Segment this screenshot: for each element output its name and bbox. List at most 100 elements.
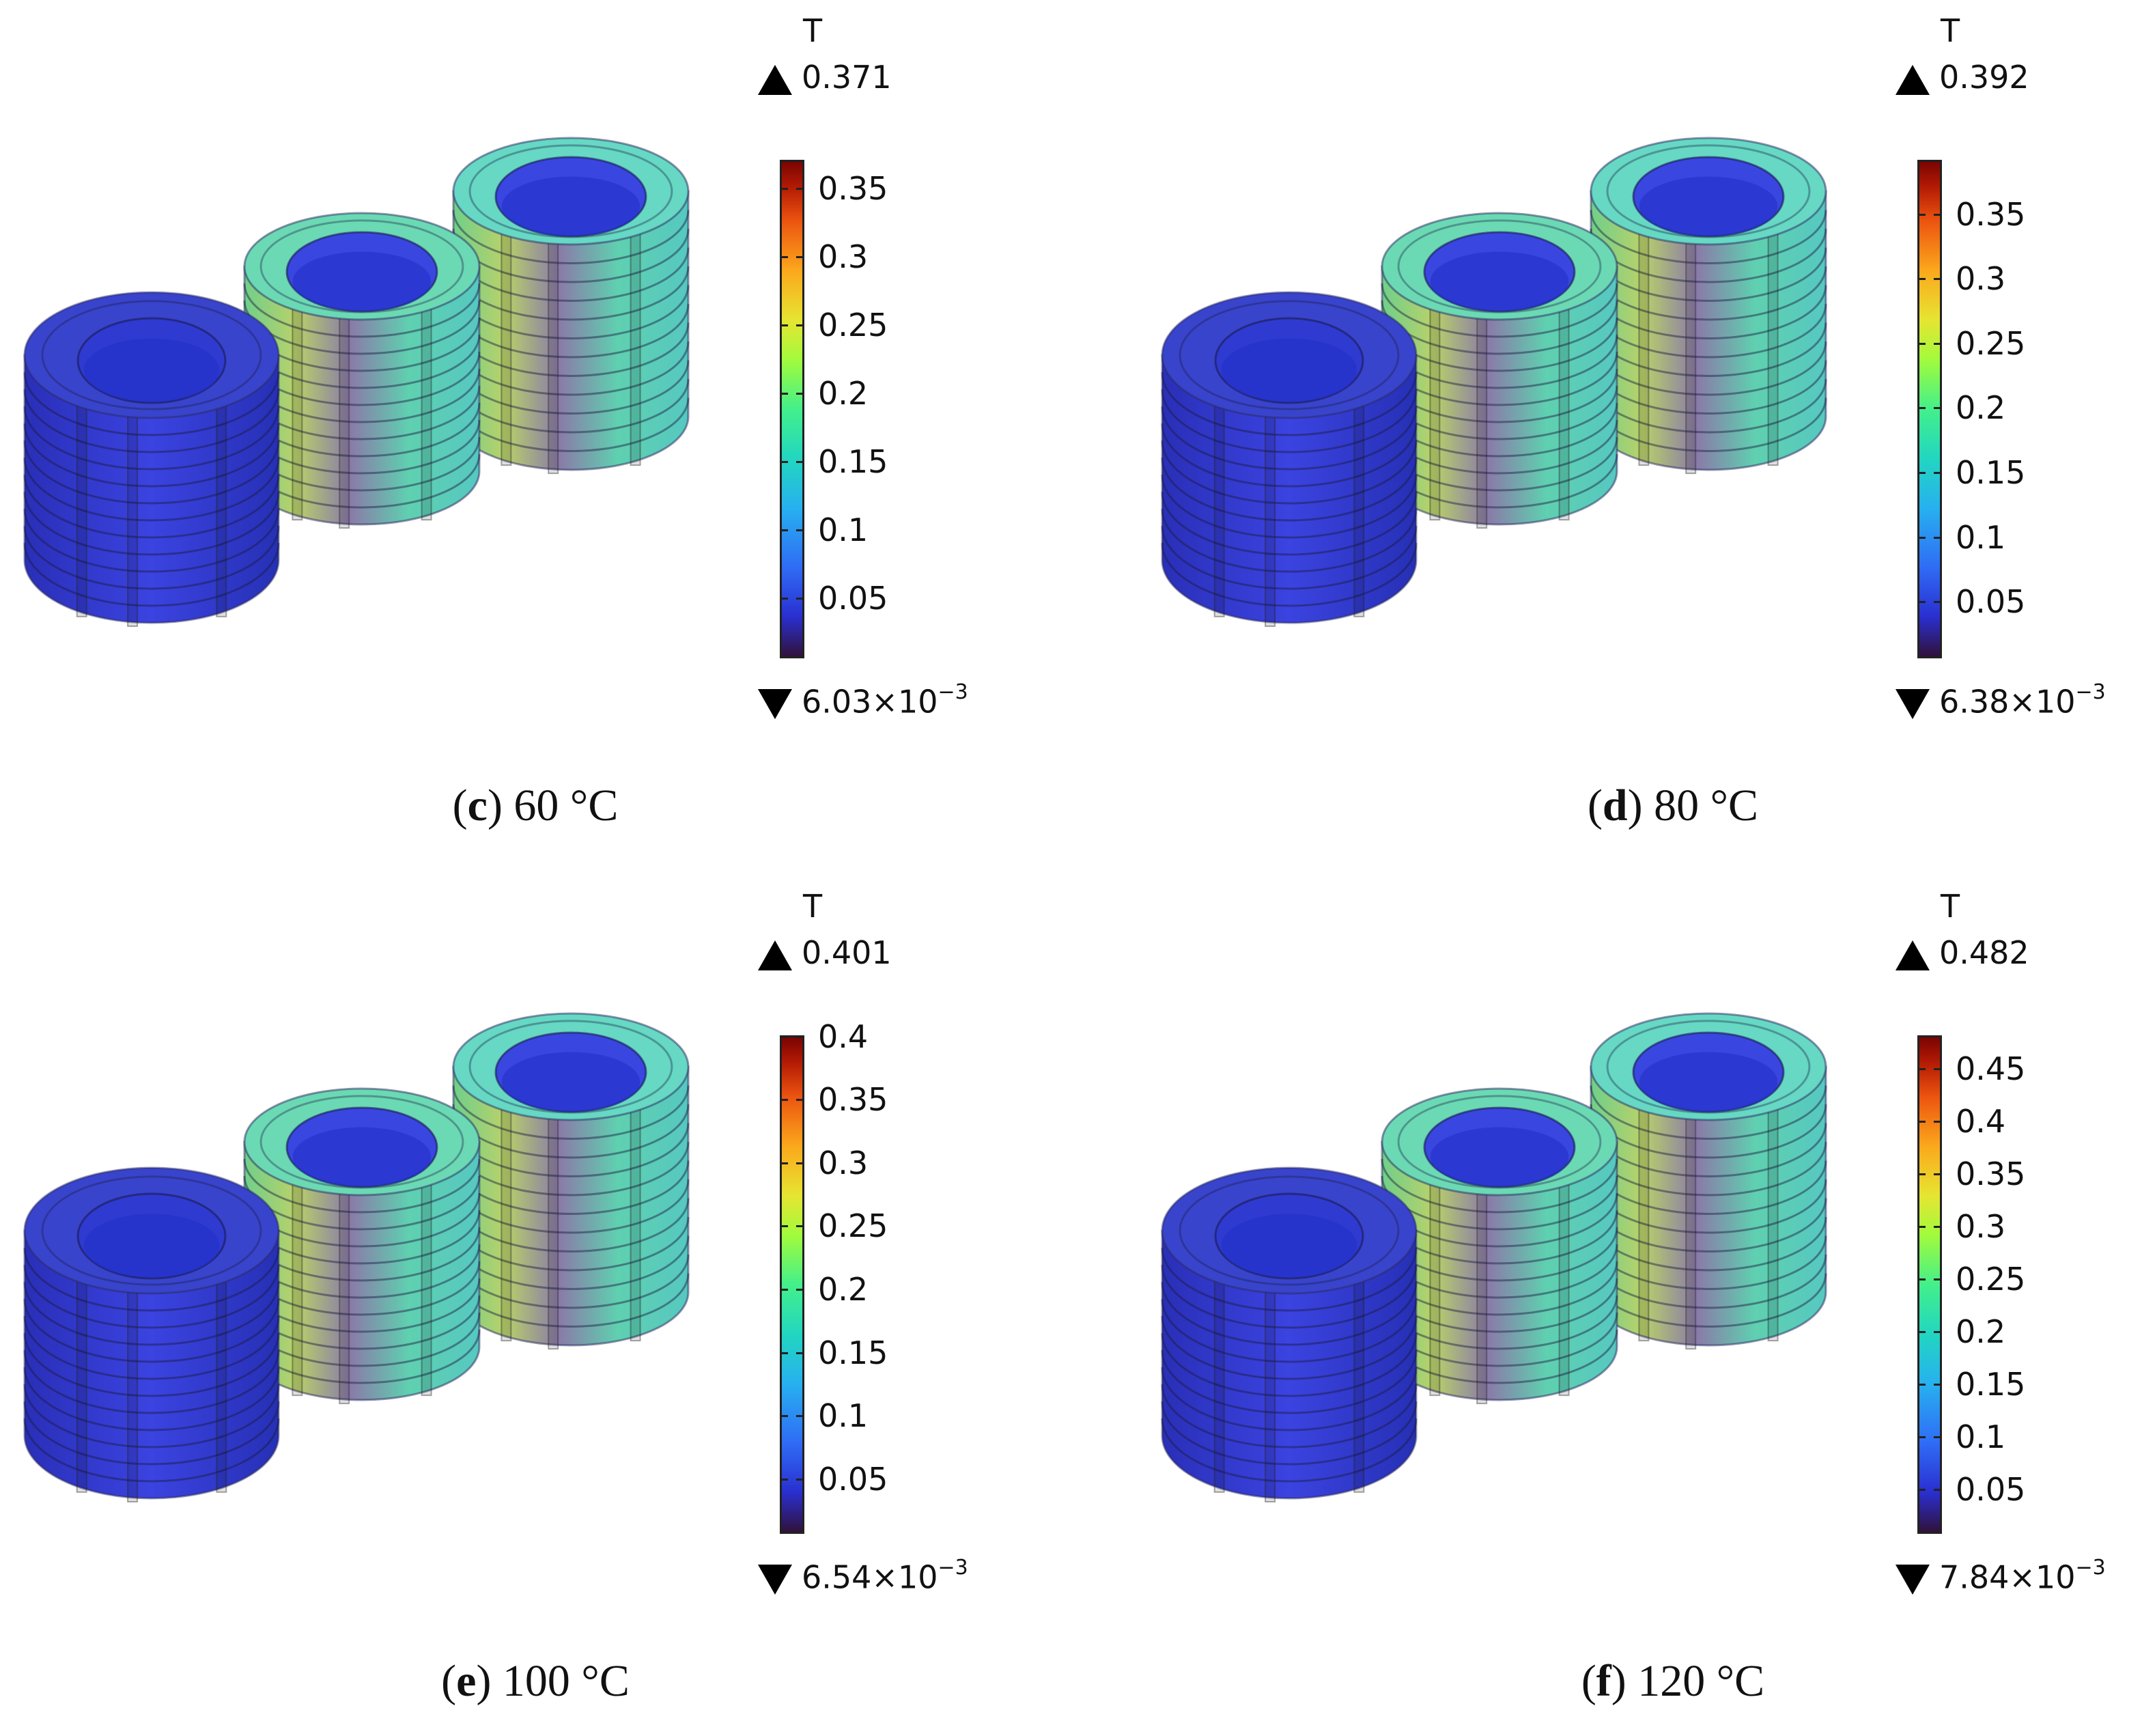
min-triangle-icon bbox=[1896, 1564, 1930, 1595]
colorbar-tick-label: 0.3 bbox=[1956, 1208, 2006, 1246]
colorbar-tick-label: 0.1 bbox=[818, 1397, 869, 1435]
colorbar-tick-mark bbox=[780, 598, 788, 600]
colorbar-tick-label: 0.25 bbox=[1956, 1261, 2026, 1298]
colorbar-tick-mark bbox=[796, 1162, 804, 1164]
panel-c: T 0.371 0.35 0.3 0.25 0.2 0.15 0.1 0.05 6.03×1… bbox=[0, 0, 1071, 860]
colorbar-tick-mark bbox=[796, 324, 804, 327]
max-triangle-icon bbox=[1896, 940, 1930, 970]
panel-d: T 0.392 0.35 0.3 0.25 0.2 0.15 0.1 0.05 6.38×1… bbox=[1138, 0, 2142, 860]
colorbar-tick-label: 0.35 bbox=[818, 170, 888, 207]
colorbar-tick-mark bbox=[780, 1099, 788, 1102]
min-triangle-icon bbox=[758, 688, 792, 719]
colorbar-tick-label: 0.3 bbox=[818, 238, 869, 275]
colorbar-tick-mark bbox=[1917, 407, 1926, 410]
colorbar-tick-mark bbox=[796, 1288, 804, 1291]
colorbar-tick-mark bbox=[1934, 407, 1942, 410]
colorbar-tick-label: 0.05 bbox=[1956, 1471, 2026, 1509]
colorbar-tick-mark bbox=[796, 598, 804, 600]
colorbar bbox=[780, 1035, 804, 1534]
panel-caption: (c) 60 °C bbox=[452, 781, 619, 830]
colorbar-tick-mark bbox=[1917, 278, 1926, 281]
colorbar-tick-mark bbox=[780, 461, 788, 464]
colorbar-tick-label: 0.05 bbox=[818, 1460, 888, 1498]
colorbar-tick-mark bbox=[796, 529, 804, 532]
colorbar-tick-mark bbox=[796, 1225, 804, 1228]
coil-render bbox=[23, 137, 690, 627]
coil-stack bbox=[23, 291, 280, 627]
colorbar-tick-label: 0.2 bbox=[818, 375, 869, 412]
colorbar-tick-mark bbox=[796, 188, 804, 190]
colorbar-tick-mark bbox=[1934, 1173, 1942, 1176]
colorbar-tick-mark bbox=[796, 1035, 804, 1038]
max-triangle-icon bbox=[1896, 64, 1930, 95]
colorbar-tick-label: 0.15 bbox=[1956, 1366, 2026, 1403]
colorbar-tick-mark bbox=[780, 256, 788, 258]
colorbar-tick-mark bbox=[1917, 1489, 1926, 1492]
colorbar-tick-mark bbox=[1917, 1436, 1926, 1439]
colorbar-tick-mark bbox=[796, 393, 804, 395]
min-triangle-icon bbox=[1896, 688, 1930, 719]
colorbar-tick-mark bbox=[780, 1225, 788, 1228]
colorbar-tick-label: 0.3 bbox=[818, 1144, 869, 1181]
panel-caption: (d) 80 °C bbox=[1587, 781, 1759, 830]
coil-stack bbox=[243, 1087, 481, 1405]
colorbar-tick-mark bbox=[1934, 278, 1942, 281]
colorbar-tick-label: 0.1 bbox=[818, 512, 869, 549]
min-triangle-icon bbox=[758, 1564, 792, 1595]
colorbar-tick-label: 0.1 bbox=[1956, 518, 2006, 556]
colorbar-tick-label: 0.35 bbox=[1956, 195, 2026, 233]
colorbar-tick-label: 0.15 bbox=[818, 1334, 888, 1371]
colorbar bbox=[780, 160, 804, 658]
panel-caption: (e) 100 °C bbox=[441, 1656, 630, 1706]
colorbar-tick-mark bbox=[1917, 1331, 1926, 1334]
coil-render bbox=[1161, 137, 1827, 627]
coil-stack bbox=[1590, 137, 1827, 475]
colorbar-tick-label: 0.2 bbox=[1956, 1313, 2006, 1351]
colorbar-tick-label: 0.2 bbox=[818, 1270, 869, 1308]
colorbar-tick-mark bbox=[1934, 601, 1942, 604]
colorbar-tick-mark bbox=[1917, 1173, 1926, 1176]
colorbar-tick-mark bbox=[796, 1099, 804, 1102]
colorbar-tick-mark bbox=[1934, 1068, 1942, 1071]
coil-stack bbox=[1381, 1087, 1618, 1405]
colorbar-min: 7.84×10−3 bbox=[1896, 1556, 2106, 1595]
coil-stack bbox=[1590, 1012, 1827, 1350]
coil-stack bbox=[452, 1012, 690, 1350]
coil-render bbox=[23, 1012, 690, 1502]
colorbar-tick-mark bbox=[1934, 1489, 1942, 1492]
colorbar-tick-mark bbox=[1934, 472, 1942, 475]
panel-f: T 0.482 0.45 0.4 0.35 0.3 0.25 0.2 0.15 0.1 0.05… bbox=[1138, 876, 2142, 1736]
colorbar-tick-mark bbox=[1917, 1068, 1926, 1071]
colorbar-min: 6.38×10−3 bbox=[1896, 680, 2106, 720]
colorbar-tick-label: 0.25 bbox=[818, 1207, 888, 1245]
colorbar-tick-mark bbox=[796, 1478, 804, 1481]
coil-stack bbox=[1381, 212, 1618, 529]
colorbar-tick-mark bbox=[780, 1478, 788, 1481]
colorbar-tick-mark bbox=[796, 1415, 804, 1418]
colorbar-tick-label: 0.45 bbox=[1956, 1050, 2026, 1088]
colorbar-tick-mark bbox=[1934, 1331, 1942, 1334]
colorbar-tick-label: 0.25 bbox=[1956, 324, 2026, 362]
colorbar-tick-mark bbox=[1934, 342, 1942, 345]
colorbar-tick-mark bbox=[796, 1352, 804, 1354]
colorbar-tick-mark bbox=[796, 256, 804, 258]
colorbar-tick-mark bbox=[1934, 213, 1942, 216]
colorbar-min: 6.03×10−3 bbox=[758, 680, 968, 720]
colorbar-max: 0.371 bbox=[758, 59, 892, 96]
colorbar-tick-mark bbox=[1917, 1121, 1926, 1123]
colorbar-tick-mark bbox=[780, 1415, 788, 1418]
coil-render bbox=[1161, 1012, 1827, 1502]
panel-caption: (f) 120 °C bbox=[1581, 1656, 1765, 1706]
colorbar-tick-mark bbox=[1917, 213, 1926, 216]
max-triangle-icon bbox=[758, 940, 792, 970]
colorbar-tick-label: 0.35 bbox=[1956, 1156, 2026, 1193]
colorbar-tick-mark bbox=[796, 461, 804, 464]
colorbar-tick-label: 0.15 bbox=[1956, 454, 2026, 492]
colorbar-unit: T bbox=[1941, 888, 1960, 925]
coil-stack bbox=[23, 1166, 280, 1502]
colorbar-tick-mark bbox=[1917, 342, 1926, 345]
colorbar-tick-label: 0.35 bbox=[818, 1081, 888, 1119]
max-triangle-icon bbox=[758, 64, 792, 95]
colorbar-max: 0.482 bbox=[1896, 934, 2029, 971]
colorbar-max: 0.392 bbox=[1896, 59, 2029, 96]
